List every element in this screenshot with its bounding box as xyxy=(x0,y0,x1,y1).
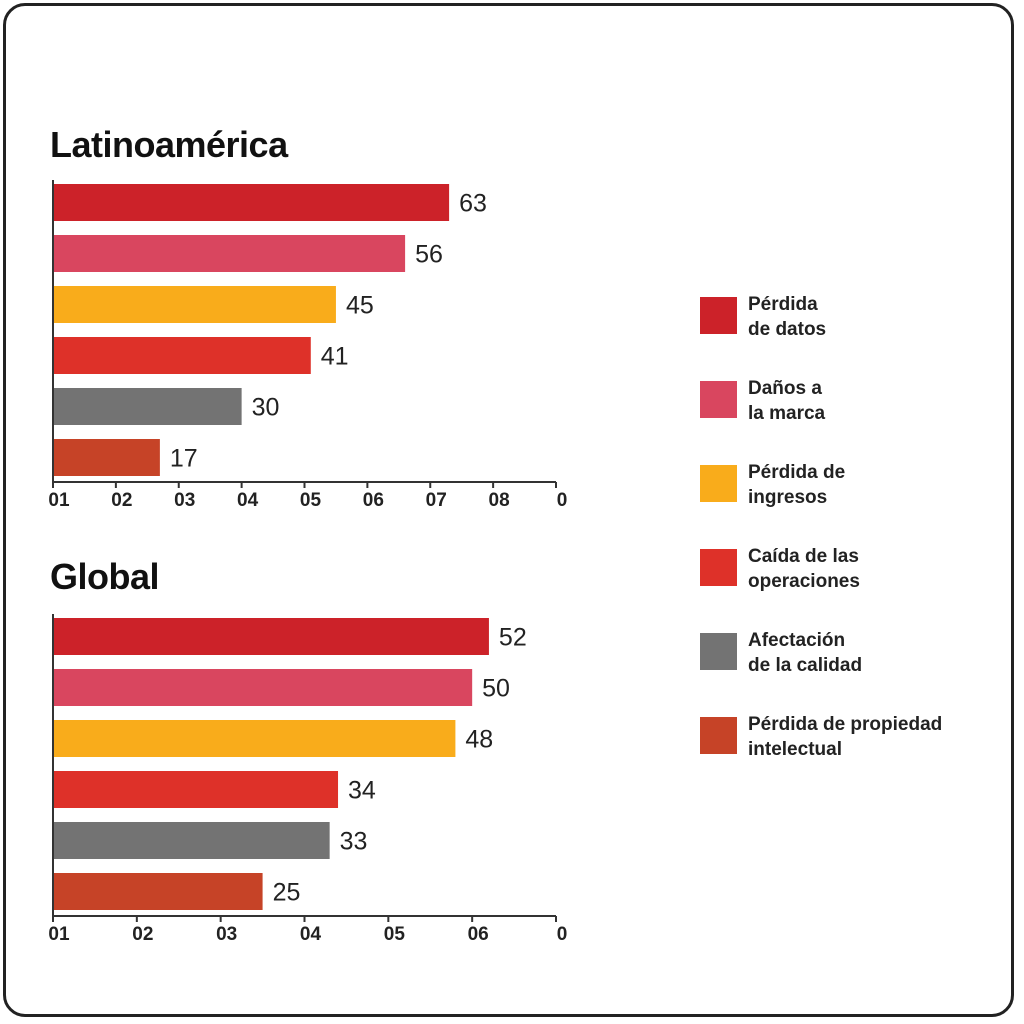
legend-item-perdida-de-propiedad-intelectual: Pérdida de propiedad intelectual xyxy=(700,712,1000,796)
x-tick-label: 03 xyxy=(216,924,237,945)
x-tick-label: 02 xyxy=(111,490,132,511)
legend-swatch xyxy=(700,297,737,334)
x-tick-label: 0 xyxy=(557,490,568,511)
legend-swatch xyxy=(700,465,737,502)
x-tick-label: 07 xyxy=(426,490,447,511)
x-tick-label: 05 xyxy=(300,490,322,511)
legend-item-perdida-de-ingresos: Pérdida de ingresos xyxy=(700,460,1000,544)
x-tick-label: 02 xyxy=(132,924,153,945)
bar-value-label: 56 xyxy=(415,241,443,269)
bar-5 xyxy=(53,822,330,859)
legend-item-afectacion-de-la-calidad: Afectación de la calidad xyxy=(700,628,1000,712)
bar-3 xyxy=(53,720,456,757)
legend-swatch xyxy=(700,381,737,418)
bar-value-label: 17 xyxy=(170,445,198,473)
bar-5 xyxy=(53,388,242,425)
bar-2 xyxy=(53,669,473,706)
bar-value-label: 52 xyxy=(499,624,527,652)
legend-label: Caída de las operaciones xyxy=(748,546,860,592)
bar-value-label: 33 xyxy=(340,828,368,856)
bar-4 xyxy=(53,337,311,374)
bar-3 xyxy=(53,286,336,323)
bar-value-label: 45 xyxy=(346,292,374,320)
bar-value-label: 41 xyxy=(321,343,349,371)
bar-2 xyxy=(53,235,406,272)
legend-item-danos-a-la-marca: Daños a la marca xyxy=(700,376,1000,460)
legend-swatch xyxy=(700,633,737,670)
legend-label: Afectación de la calidad xyxy=(748,630,863,676)
bar-6 xyxy=(53,439,160,476)
x-tick-label: 08 xyxy=(489,490,510,511)
global-chart-title: Global xyxy=(50,556,160,597)
latam-chart-title: Latinoamérica xyxy=(50,124,288,165)
legend-label: Pérdida de ingresos xyxy=(748,462,846,508)
legend: Pérdida de datos Daños a la marca Pérdid… xyxy=(700,292,1000,796)
bar-1 xyxy=(53,618,489,655)
bar-value-label: 34 xyxy=(348,777,376,805)
x-tick-label: 05 xyxy=(384,924,406,945)
legend-label: Pérdida de propiedad intelectual xyxy=(748,714,943,760)
legend-label: Daños a la marca xyxy=(748,378,826,424)
x-tick-label: 01 xyxy=(48,490,70,511)
x-tick-label: 03 xyxy=(174,490,195,511)
bar-1 xyxy=(53,184,450,221)
bar-4 xyxy=(53,771,339,808)
x-tick-label: 0 xyxy=(557,924,568,945)
bar-value-label: 50 xyxy=(482,675,510,703)
x-tick-label: 06 xyxy=(363,490,384,511)
x-tick-label: 01 xyxy=(48,924,70,945)
bar-value-label: 63 xyxy=(459,190,487,218)
legend-swatch xyxy=(700,717,737,754)
latam-bar-chart: 63 56 45 41 30 17 01 02 03 04 05 06 07 08 0 xyxy=(48,180,568,511)
x-tick-label: 04 xyxy=(300,924,322,945)
legend-item-caida-de-las-operaciones: Caída de las operaciones xyxy=(700,544,1000,628)
legend-label: Pérdida de datos xyxy=(748,294,827,340)
x-tick-label: 04 xyxy=(237,490,259,511)
bar-value-label: 25 xyxy=(273,879,301,907)
bar-6 xyxy=(53,873,263,910)
legend-item-perdida-de-datos: Pérdida de datos xyxy=(700,292,1000,376)
global-bar-chart: 52 50 48 34 33 25 01 02 03 04 05 06 0 xyxy=(48,614,568,945)
bar-value-label: 48 xyxy=(465,726,493,754)
bar-value-label: 30 xyxy=(252,394,280,422)
legend-swatch xyxy=(700,549,737,586)
x-tick-label: 06 xyxy=(468,924,489,945)
